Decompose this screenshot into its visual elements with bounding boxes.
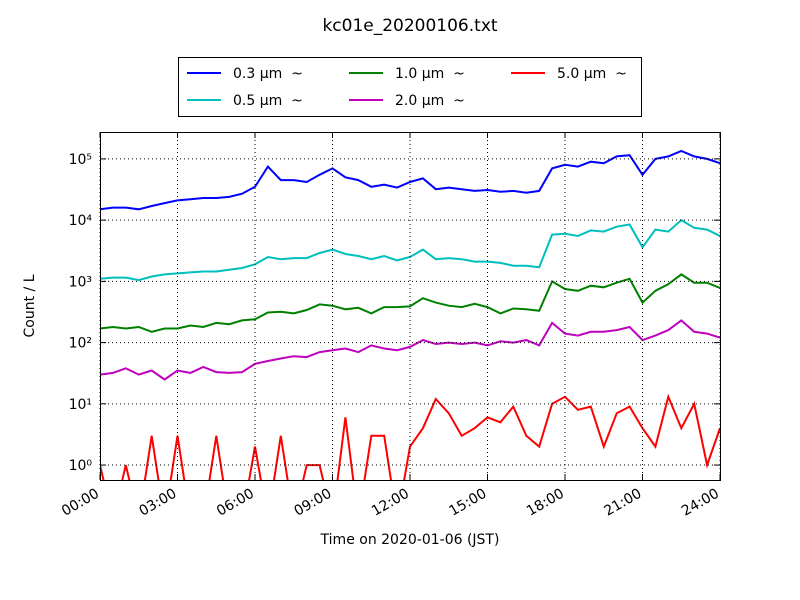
legend-label: 1.0 μm ~ — [395, 66, 465, 82]
chart-title: kc01e_20200106.txt — [322, 16, 497, 36]
x-tick-label: 06:00 — [214, 486, 257, 520]
legend-box — [178, 57, 642, 117]
series-line — [100, 149, 720, 211]
y-tick-label: 10¹ — [69, 397, 92, 413]
legend-label: 0.5 μm ~ — [233, 93, 303, 109]
series-line — [100, 319, 720, 381]
x-tick-label: 24:00 — [679, 486, 722, 520]
x-tick-label: 18:00 — [524, 486, 567, 520]
x-tick-label: 21:00 — [602, 486, 645, 520]
x-axis-label: Time on 2020-01-06 (JST) — [320, 532, 500, 548]
y-tick-label: 10⁵ — [69, 152, 92, 168]
x-tick-label: 15:00 — [447, 486, 490, 520]
y-tick-label: 10² — [69, 336, 92, 352]
x-tick-label: 09:00 — [292, 486, 335, 520]
series-line — [100, 218, 720, 282]
legend-label: 0.3 μm ~ — [233, 66, 303, 82]
y-tick-label: 10³ — [69, 274, 92, 290]
series-line — [100, 273, 720, 333]
y-tick-label: 10⁴ — [69, 213, 93, 229]
x-tick-label: 12:00 — [369, 486, 412, 520]
x-tick-label: 00:00 — [59, 486, 102, 520]
y-axis-label: Count / L — [22, 274, 38, 337]
legend-label: 5.0 μm ~ — [557, 66, 627, 82]
series-line — [100, 393, 720, 480]
x-tick-label: 03:00 — [137, 486, 180, 520]
legend-label: 2.0 μm ~ — [395, 93, 465, 109]
y-tick-label: 10⁰ — [69, 458, 93, 474]
